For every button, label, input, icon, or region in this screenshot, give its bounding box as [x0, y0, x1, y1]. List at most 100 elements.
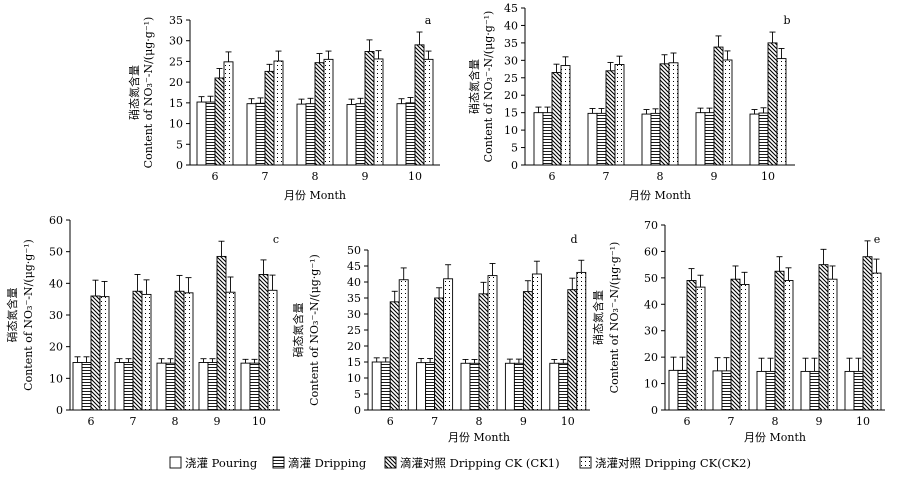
x-tick-label: 9 — [362, 170, 369, 183]
bar-dripping — [123, 362, 134, 411]
legend-label-dripping: 滴灌 Dripping — [288, 456, 367, 470]
legend: 浇灌 Pouring 滴灌 Dripping 滴灌对照 Dripping CK (C… — [169, 456, 751, 470]
bar-ck1 — [730, 278, 741, 411]
legend-swatch-ck1 — [384, 456, 397, 469]
bar-ck1 — [414, 44, 425, 166]
bar-ck2 — [223, 61, 234, 166]
bar-dripping — [721, 370, 732, 411]
bar-dripping — [542, 112, 553, 166]
x-tick-label: 8 — [772, 415, 779, 428]
x-axis-label: 月份 Month — [744, 431, 806, 444]
panel-letter: a — [425, 14, 432, 27]
y-tick-label: 20 — [504, 89, 518, 102]
y-axis-label-cn: 硝态氮含量 — [467, 59, 481, 114]
y-tick-label: 20 — [644, 351, 658, 364]
bar-ck2 — [99, 296, 110, 411]
y-tick-label: 0 — [56, 404, 63, 417]
bar-dripping — [650, 112, 661, 166]
y-tick-label: 0 — [651, 404, 658, 417]
x-tick-label: 9 — [711, 170, 718, 183]
x-tick-label: 7 — [431, 415, 438, 428]
y-tick-label: 10 — [504, 124, 518, 137]
legend-label-pouring: 浇灌 Pouring — [185, 456, 258, 470]
bar-dripping — [704, 112, 715, 166]
bar-dripping — [758, 112, 769, 166]
y-tick-label: 20 — [347, 340, 361, 353]
bar-pouring — [156, 362, 167, 411]
bar-pouring — [346, 104, 357, 166]
bar-ck2 — [668, 62, 679, 166]
bar-dripping — [513, 362, 524, 411]
bar-ck2 — [783, 280, 794, 411]
x-tick-label: 7 — [728, 415, 735, 428]
bar-ck1 — [767, 42, 778, 166]
legend-swatch-ck2 — [579, 456, 592, 469]
bar-ck1 — [389, 301, 400, 411]
bar-ck1 — [713, 46, 724, 166]
bar-dripping — [255, 102, 266, 166]
x-tick-label: 6 — [387, 415, 394, 428]
bar-ck2 — [443, 278, 454, 411]
y-tick-label: 10 — [644, 378, 658, 391]
bar-ck1 — [818, 264, 829, 411]
bar-ck1 — [264, 70, 275, 166]
bar-dripping — [355, 103, 366, 166]
bar-dripping — [165, 362, 176, 411]
x-tick-label: 8 — [476, 415, 483, 428]
y-tick-label: 15 — [347, 356, 361, 369]
y-tick-label: 30 — [169, 35, 183, 48]
bar-pouring — [196, 101, 207, 166]
y-tick-label: 0 — [354, 404, 361, 417]
bar-pouring — [533, 112, 544, 166]
x-tick-label: 9 — [520, 415, 527, 428]
panel-letter: d — [570, 233, 577, 246]
bar-ck2 — [739, 284, 750, 411]
bar-ck1 — [434, 297, 445, 411]
y-tick-label: 25 — [169, 55, 183, 68]
x-tick-label: 9 — [214, 415, 221, 428]
x-axis-label: 月份 Month — [284, 189, 346, 202]
y-tick-label: 15 — [169, 97, 183, 110]
bar-ck1 — [522, 291, 533, 411]
bar-pouring — [695, 112, 706, 166]
y-axis-label-en: Content of NO₃⁻-N/(μg·g⁻¹) — [482, 11, 495, 163]
bar-ck2 — [827, 278, 838, 411]
x-tick-label: 7 — [130, 415, 137, 428]
y-tick-label: 30 — [504, 54, 518, 67]
bar-pouring — [749, 113, 760, 166]
panel-letter: e — [874, 233, 881, 246]
y-tick-label: 10 — [49, 372, 63, 385]
bar-pouring — [800, 370, 811, 411]
bar-pouring — [371, 361, 382, 411]
bar-ck1 — [686, 280, 697, 411]
panel-b: 0 5 10 15 20 25 30 35 40 45 6 7 8 9 10 b 硝态氮含量 Content of… — [467, 2, 795, 202]
y-axis-label-cn: 硝态氮含量 — [5, 288, 19, 343]
bar-ck2 — [722, 59, 733, 166]
bar-ck2 — [225, 291, 236, 411]
y-tick-label: 5 — [511, 142, 518, 155]
bar-ck2 — [871, 272, 882, 411]
bar-pouring — [240, 362, 251, 411]
bar-ck1 — [258, 274, 269, 411]
bar-pouring — [549, 362, 560, 411]
bar-ck2 — [423, 58, 434, 166]
y-tick-label: 70 — [644, 219, 658, 232]
bar-dripping — [405, 102, 416, 166]
y-tick-label: 60 — [644, 245, 658, 258]
bar-dripping — [207, 362, 218, 411]
bar-ck2 — [323, 58, 334, 166]
panel-letter: b — [783, 14, 790, 27]
panel-e: 0 10 20 30 40 50 60 70 6 7 8 9 10 e 硝态氮含量 Content of NO… — [591, 219, 885, 444]
bar-ck2 — [576, 271, 587, 411]
bar-dripping — [469, 362, 480, 411]
bar-ck1 — [478, 293, 489, 411]
bar-dripping — [81, 362, 92, 411]
bar-ck2 — [183, 292, 194, 411]
panel-a: 0 5 10 15 20 25 30 35 6 7 8 9 10 a 硝态氮含量 Content of NO₃… — [127, 14, 440, 202]
bar-ck2 — [398, 279, 409, 411]
y-tick-label: 35 — [347, 292, 361, 305]
bar-ck2 — [531, 273, 542, 411]
bar-ck1 — [364, 51, 375, 166]
bar-ck2 — [776, 58, 787, 166]
x-tick-label: 10 — [561, 415, 575, 428]
